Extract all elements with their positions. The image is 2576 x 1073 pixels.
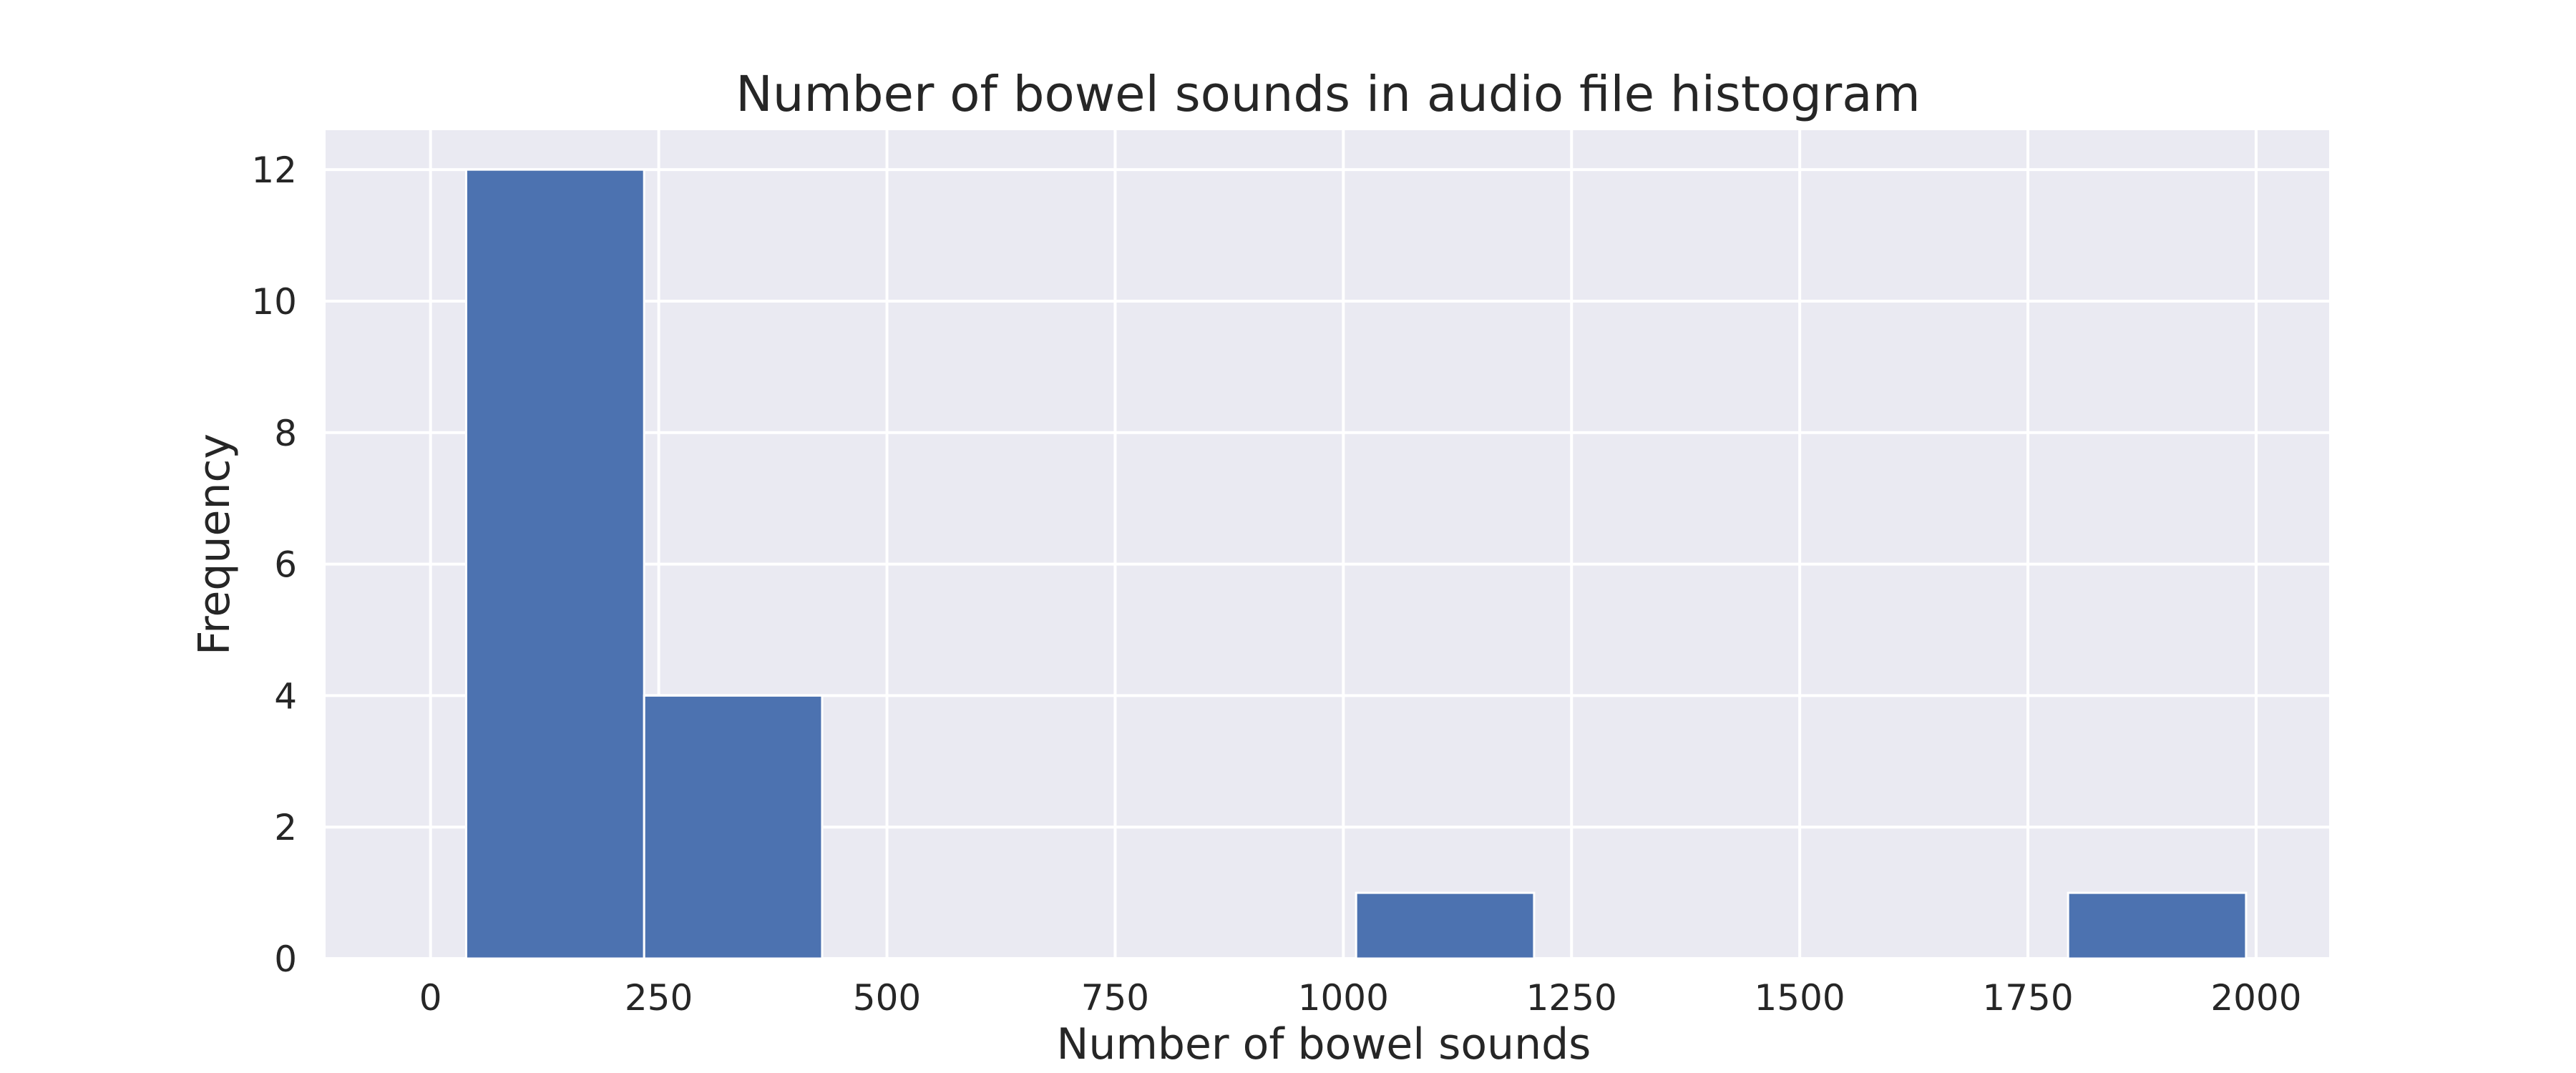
x-tick-labels: 0 250 500 750 1000 1250 1500 1750 2000 [419, 977, 2302, 1019]
x-tick-label: 750 [1081, 977, 1149, 1019]
y-tick-label: 4 [274, 675, 297, 717]
histogram-bars [464, 168, 2248, 960]
x-tick-label: 2000 [2210, 977, 2301, 1019]
y-tick-label: 2 [274, 807, 297, 848]
chart-title: Number of bowel sounds in audio file his… [736, 66, 1921, 123]
x-tick-label: 250 [625, 977, 693, 1019]
x-tick-label: 1500 [1755, 977, 1845, 1019]
x-tick-label: 500 [853, 977, 921, 1019]
y-tick-label: 0 [274, 939, 297, 980]
y-tick-label: 10 [251, 281, 297, 323]
histogram-bar [1355, 891, 1536, 960]
y-tick-label: 8 [274, 413, 297, 454]
x-tick-label: 1750 [1982, 977, 2073, 1019]
x-axis-label: Number of bowel sounds [1057, 1019, 1591, 1069]
histogram-bar [2067, 891, 2248, 960]
x-tick-label: 0 [419, 977, 442, 1019]
x-gridlines [429, 130, 2258, 959]
histogram-bar [464, 168, 645, 960]
y-tick-label: 6 [274, 544, 297, 586]
y-axis-label: Frequency [190, 433, 240, 655]
histogram-bar [643, 694, 824, 960]
x-tick-label: 1250 [1526, 977, 1617, 1019]
x-tick-label: 1000 [1298, 977, 1389, 1019]
y-tick-labels: 0 2 4 6 8 10 12 [251, 150, 297, 980]
y-tick-label: 12 [251, 150, 297, 191]
